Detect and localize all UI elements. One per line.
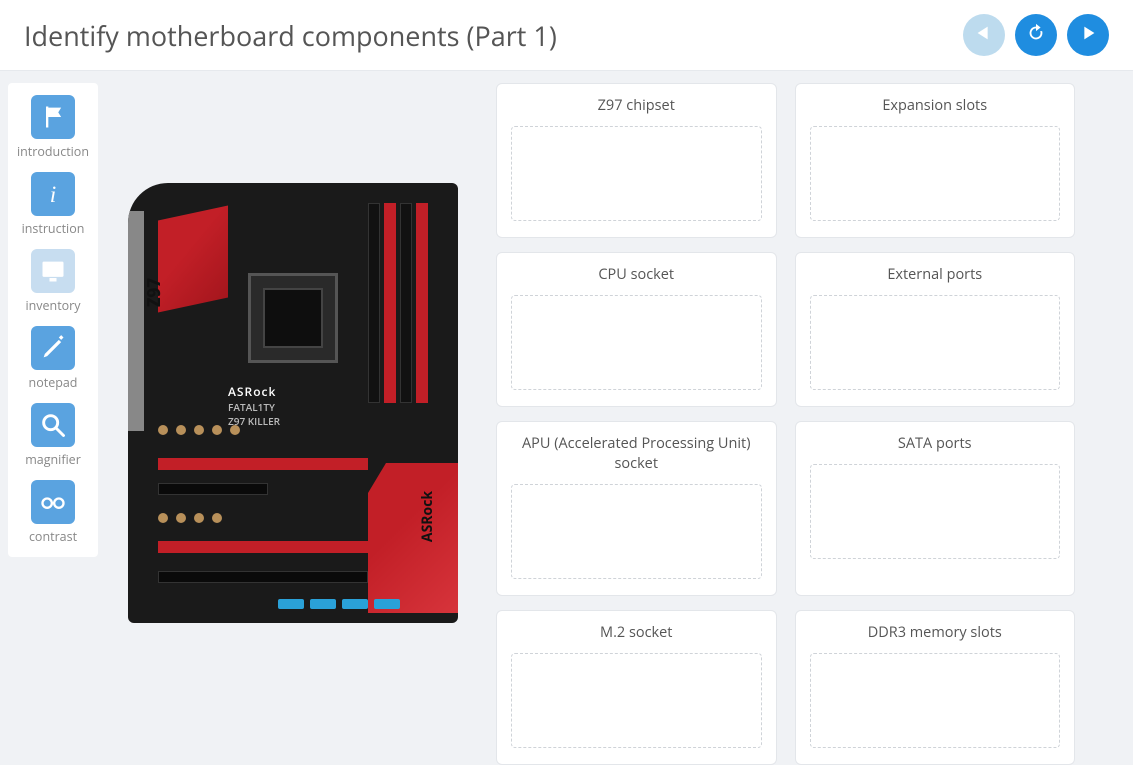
mobo-pcie-slot [158,541,368,553]
sidebar-item-instruction[interactable]: instruction [14,172,92,237]
header-nav-controls [963,14,1109,56]
sidebar-item-label: inventory [25,297,80,314]
triangle-left-icon [973,22,995,49]
mobo-ram-slot-red [416,203,428,403]
triangle-right-icon [1077,22,1099,49]
monitor-icon [31,249,75,293]
flag-icon [31,95,75,139]
mobo-chipset-heatsink [368,463,458,613]
sidebar-item-label: magnifier [25,451,81,468]
mobo-cpu-socket [248,273,338,363]
drop-zone[interactable] [511,484,762,579]
page-title: Identify motherboard components (Part 1) [24,17,557,54]
drop-target-label: External ports [810,265,1061,285]
mobo-ram-slot [368,203,380,403]
sidebar-item-introduction[interactable]: introduction [14,95,92,160]
mobo-capacitors [158,425,240,435]
drop-target-card: Expansion slots [795,83,1076,238]
mobo-ram-slot-red [384,203,396,403]
drop-zone[interactable] [810,126,1061,221]
sidebar-item-contrast[interactable]: contrast [14,480,92,545]
page-header: Identify motherboard components (Part 1) [0,0,1133,71]
prev-button[interactable] [963,14,1005,56]
motherboard-panel: ASRock FATAL1TY Z97 KILLER [108,83,478,752]
mobo-model-label: ASRock FATAL1TY Z97 KILLER [228,383,280,428]
mobo-io-shield [128,211,144,431]
drop-target-label: SATA ports [810,434,1061,454]
content-area: introduction instruction inventory notepad m… [0,71,1133,764]
info-icon [31,172,75,216]
mobo-pcie-slot [158,483,268,495]
drop-target-label: Expansion slots [810,96,1061,116]
drop-zone[interactable] [810,653,1061,748]
drop-target-card: External ports [795,252,1076,407]
mobo-pcie-slot [158,458,368,470]
sidebar-item-magnifier[interactable]: magnifier [14,403,92,468]
drop-zone[interactable] [511,295,762,390]
drop-zone[interactable] [810,295,1061,390]
drop-target-label: DDR3 memory slots [810,623,1061,643]
tool-sidebar: introduction instruction inventory notepad m… [8,83,98,557]
magnifier-icon [31,403,75,447]
drop-zone[interactable] [511,653,762,748]
sidebar-item-label: notepad [29,374,78,391]
next-button[interactable] [1067,14,1109,56]
sidebar-item-label: introduction [17,143,89,160]
drop-target-card: APU (Accelerated Processing Unit) socket [496,421,777,596]
drop-targets-grid: Z97 chipset Expansion slots CPU socket Exte… [496,83,1125,752]
drop-zone[interactable] [511,126,762,221]
drop-target-card: CPU socket [496,252,777,407]
refresh-button[interactable] [1015,14,1057,56]
sidebar-item-notepad[interactable]: notepad [14,326,92,391]
mobo-sata-ports [278,599,400,609]
drop-target-label: APU (Accelerated Processing Unit) socket [511,434,762,474]
drop-target-card: M.2 socket [496,610,777,765]
drop-zone[interactable] [810,464,1061,559]
mobo-pcie-slot [158,571,368,583]
drop-target-card: Z97 chipset [496,83,777,238]
refresh-icon [1025,22,1047,49]
sidebar-item-inventory[interactable]: inventory [14,249,92,314]
main-area: ASRock FATAL1TY Z97 KILLER [108,83,1125,752]
motherboard-image[interactable]: ASRock FATAL1TY Z97 KILLER [128,183,458,623]
drop-target-card: SATA ports [795,421,1076,596]
drop-target-label: CPU socket [511,265,762,285]
pencil-icon [31,326,75,370]
mobo-capacitors [158,513,222,523]
mobo-vrm-heatsink [158,206,228,313]
drop-target-label: M.2 socket [511,623,762,643]
drop-target-label: Z97 chipset [511,96,762,116]
sidebar-item-label: contrast [29,528,77,545]
drop-target-card: DDR3 memory slots [795,610,1076,765]
mobo-ram-slot [400,203,412,403]
sidebar-item-label: instruction [22,220,85,237]
glasses-icon [31,480,75,524]
